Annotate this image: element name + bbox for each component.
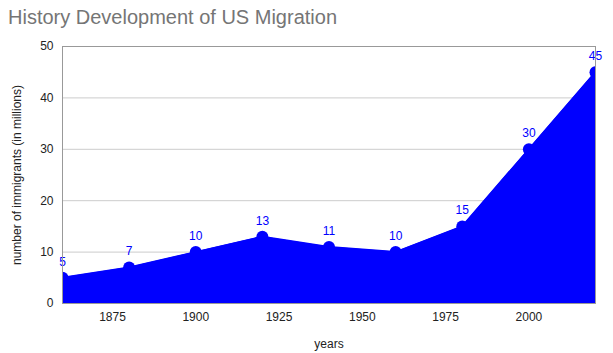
svg-text:11: 11	[323, 224, 336, 238]
svg-text:10: 10	[40, 245, 54, 259]
svg-text:50: 50	[40, 39, 54, 53]
svg-text:30: 30	[40, 142, 54, 156]
svg-text:7: 7	[126, 244, 133, 258]
html-text:History Development of US Migr: History Development of US Migration	[8, 6, 337, 28]
svg-text:10: 10	[189, 229, 203, 243]
svg-text:13: 13	[256, 214, 270, 228]
svg-text:1875: 1875	[99, 310, 126, 324]
svg-text:number of immigrants (in milli: number of immigrants (in millions)	[10, 85, 24, 265]
svg-text:1925: 1925	[266, 310, 293, 324]
svg-text:10: 10	[389, 229, 403, 243]
svg-text:1900: 1900	[182, 310, 209, 324]
svg-text:0: 0	[47, 296, 54, 310]
svg-text:30: 30	[522, 126, 536, 140]
svg-text:1950: 1950	[349, 310, 376, 324]
svg-text:years: years	[314, 337, 343, 351]
svg-text:2000: 2000	[516, 310, 543, 324]
svg-text:20: 20	[40, 194, 54, 208]
svg-text:45: 45	[588, 49, 603, 63]
svg-text:15: 15	[456, 203, 470, 217]
svg-text:1975: 1975	[432, 310, 459, 324]
svg-text:40: 40	[40, 91, 54, 105]
svg-text:5: 5	[59, 254, 66, 269]
